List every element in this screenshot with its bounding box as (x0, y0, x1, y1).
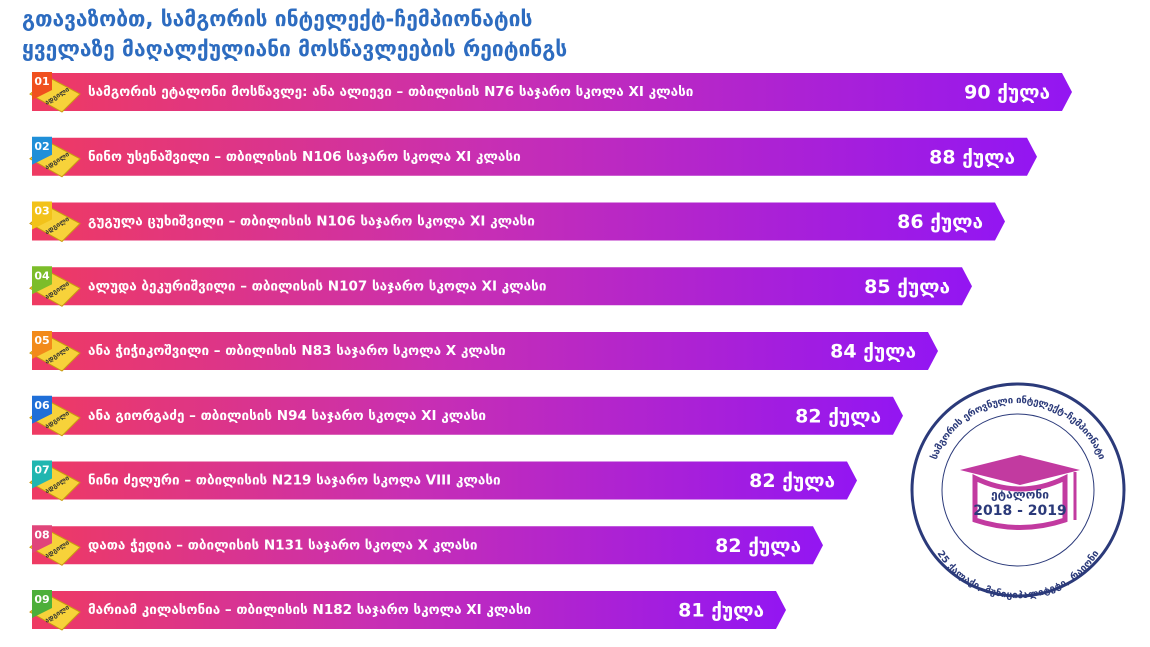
badge-number-box (32, 395, 52, 424)
row-score: 88 ქულა (929, 146, 1015, 168)
badge-number-box (32, 72, 52, 100)
row-text: სამგორის ეტალონი მოსწავლე: ანა ალიევი – … (88, 84, 693, 100)
logo-name: ეტალონი (991, 488, 1049, 502)
row-text: ანა ჭიჭიკოშვილი – თბილისის N83 საჯარო სკ… (88, 343, 506, 359)
title-line: გთავაზობთ, სამგორის ინტელექტ-ჩემპიონატის (22, 7, 532, 31)
badge-number-box (32, 460, 52, 489)
badge-number: 07 (34, 464, 49, 477)
row-text: ალუდა ბეკურიშვილი – თბილისის N107 საჯარო… (88, 278, 546, 294)
row-score: 84 ქულა (830, 341, 916, 363)
badge-number: 08 (34, 528, 49, 541)
row-score: 81 ქულა (678, 600, 764, 622)
row-text: მარიამ კილასონია – თბილისის N182 საჯარო … (88, 602, 531, 618)
cap-top (960, 455, 1080, 485)
badge-number: 09 (34, 593, 49, 606)
row-bar (32, 461, 857, 500)
badge-number-box (32, 525, 52, 554)
badge-number-box (32, 590, 52, 618)
row-bar (32, 396, 903, 435)
row-bar (32, 591, 786, 629)
badge-number-box (32, 136, 52, 165)
row-text: ნინი ძელური – თბილისის N219 საჯარო სკოლა… (88, 473, 501, 489)
row-score: 82 ქულა (715, 535, 801, 557)
row-bar (32, 202, 1005, 241)
row-text: ანა გიორგაძე – თბილისის N94 საჯარო სკოლა… (88, 408, 486, 424)
row-text: ნინო უსენაშვილი – თბილისის N106 საჯარო ს… (88, 149, 521, 165)
badge-number: 01 (34, 75, 49, 88)
title-line: ყველაზე მაღალქულიანი მოსწავლეების რეიტინ… (22, 37, 567, 61)
row-bar (32, 267, 972, 306)
badge-number: 02 (34, 140, 49, 153)
badge-number: 05 (34, 334, 49, 347)
row-text: გუგულა ცუხიშვილი – თბილისის N106 საჯარო … (88, 214, 535, 230)
badge-number-box (32, 331, 52, 359)
row-score: 85 ქულა (864, 276, 950, 298)
row-score: 82 ქულა (749, 470, 835, 492)
row-bar (32, 137, 1037, 176)
logo-inner-ring (941, 413, 1095, 567)
badge-number-box (32, 266, 52, 295)
row-bar (32, 526, 823, 565)
row-bar (32, 73, 1072, 111)
row-score: 82 ქულა (795, 405, 881, 427)
badge-number: 06 (34, 399, 50, 412)
badge-number: 04 (34, 269, 50, 282)
cap-body (972, 473, 1068, 530)
row-score: 90 ქულა (964, 82, 1050, 104)
row-text: დათა ჭედია – თბილისის N131 საჯარო სკოლა … (88, 537, 478, 553)
row-score: 86 ქულა (897, 211, 983, 233)
logo-years: 2018 - 2019 (973, 503, 1067, 519)
badge-number-box (32, 201, 52, 230)
row-bar (32, 332, 938, 370)
badge-number: 03 (34, 205, 49, 218)
logo: სამგორის ეროვნული ინტელექტ-ჩემპიონატი 25… (910, 382, 1126, 601)
